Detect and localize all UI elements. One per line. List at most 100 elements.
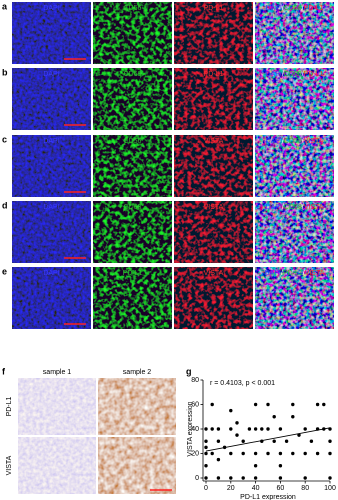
micrograph xyxy=(255,267,334,329)
channel-label-part: CD56 xyxy=(124,138,142,145)
channel-label-part: PD-L1 xyxy=(304,71,324,78)
channel-label-part: PD-L1 xyxy=(204,5,224,12)
point xyxy=(303,476,307,480)
point xyxy=(247,427,252,431)
point xyxy=(266,427,270,431)
y-tick-label: 80 xyxy=(191,377,199,384)
channel-label-part: DAPI xyxy=(43,71,59,78)
point xyxy=(204,445,208,450)
point xyxy=(253,451,258,456)
channel-label: CD56 xyxy=(124,138,142,145)
row-label: VISTA xyxy=(6,455,13,475)
channel-label: PD-L1 xyxy=(123,270,143,277)
micrograph xyxy=(255,201,334,263)
point xyxy=(272,439,276,443)
point xyxy=(328,476,332,480)
channel-label-part: VISTA xyxy=(204,138,224,145)
point xyxy=(216,457,221,462)
point xyxy=(278,427,283,431)
channel-label: DAPI xyxy=(43,270,59,277)
micrograph xyxy=(174,2,253,64)
point xyxy=(284,439,289,443)
channel-label: VISTA xyxy=(204,138,224,145)
point xyxy=(278,451,283,456)
point xyxy=(210,451,214,456)
micrograph xyxy=(12,267,91,329)
y-tick-label: 60 xyxy=(191,401,199,408)
micrograph xyxy=(93,135,172,197)
channel-label: CD68 xyxy=(124,71,142,78)
point xyxy=(229,408,233,413)
point xyxy=(253,427,258,431)
point xyxy=(322,402,326,407)
point xyxy=(297,433,301,437)
panel-label: b xyxy=(2,67,8,77)
micrograph xyxy=(93,2,172,64)
point xyxy=(315,402,320,407)
micrograph xyxy=(174,201,253,263)
channel-label-part: VISTA xyxy=(204,204,224,211)
channel-label: CD68 xyxy=(124,204,142,211)
micrograph xyxy=(12,135,91,197)
point xyxy=(266,402,270,407)
channel-label-part: CD68 xyxy=(284,71,302,78)
x-tick-label: 0 xyxy=(204,485,208,492)
channel-label-part: VISTA xyxy=(204,270,224,277)
channel-label-part: PD-L1 xyxy=(283,270,303,277)
micrograph xyxy=(174,135,253,197)
panel-label: c xyxy=(2,134,7,144)
point xyxy=(204,451,208,456)
point xyxy=(253,476,258,480)
channel-label-part: CD68 xyxy=(124,204,142,211)
point xyxy=(229,451,233,456)
channel-label-part: / xyxy=(282,138,284,145)
y-tick-label: 20 xyxy=(191,450,199,457)
channel-label-part: VISTA xyxy=(304,138,324,145)
point xyxy=(303,451,307,456)
channel-label-part: / xyxy=(302,71,304,78)
channel-label-part: VISTA xyxy=(305,270,325,277)
channel-label-part: DAPI xyxy=(43,138,59,145)
point xyxy=(204,464,208,468)
channel-label: PD-L1 xyxy=(204,5,224,12)
channel-label-part: DAPI xyxy=(266,204,282,211)
channel-label: VISTA xyxy=(204,270,224,277)
point xyxy=(315,451,320,456)
micrograph xyxy=(93,201,172,263)
point xyxy=(253,402,258,407)
point xyxy=(241,476,245,480)
channel-label-part: DAPI xyxy=(266,138,282,145)
ihc-image xyxy=(18,437,96,494)
point xyxy=(303,427,307,431)
point xyxy=(253,464,258,468)
micrograph xyxy=(255,2,334,64)
channel-label-part: PD-L1 xyxy=(204,71,224,78)
channel-label: PD-L1 xyxy=(204,71,224,78)
micrograph xyxy=(12,201,91,263)
channel-label: DAPI/CD56/VISTA xyxy=(266,138,324,145)
panel-label: d xyxy=(2,200,8,210)
channel-label: DAPI xyxy=(43,71,59,78)
panel-label: a xyxy=(2,1,8,11)
column-label: sample 1 xyxy=(43,369,72,376)
point xyxy=(216,427,221,431)
point xyxy=(260,427,264,431)
y-tick-label: 0 xyxy=(195,475,199,482)
point xyxy=(328,439,332,443)
channel-label-part: DAPI xyxy=(43,204,59,211)
channel-label-part: DAPI xyxy=(266,5,282,12)
point xyxy=(266,451,270,456)
point xyxy=(229,427,233,431)
micrograph xyxy=(174,267,253,329)
column-label: sample 2 xyxy=(123,369,152,376)
x-tick-label: 20 xyxy=(227,485,235,492)
channel-label-part: CD56 xyxy=(284,138,302,145)
channel-label-part: / xyxy=(282,204,284,211)
point xyxy=(229,476,233,480)
channel-label-part: DAPI xyxy=(266,71,282,78)
point xyxy=(235,433,239,437)
ihc-image xyxy=(98,437,176,494)
point xyxy=(204,476,208,480)
panel-label: g xyxy=(186,366,192,376)
